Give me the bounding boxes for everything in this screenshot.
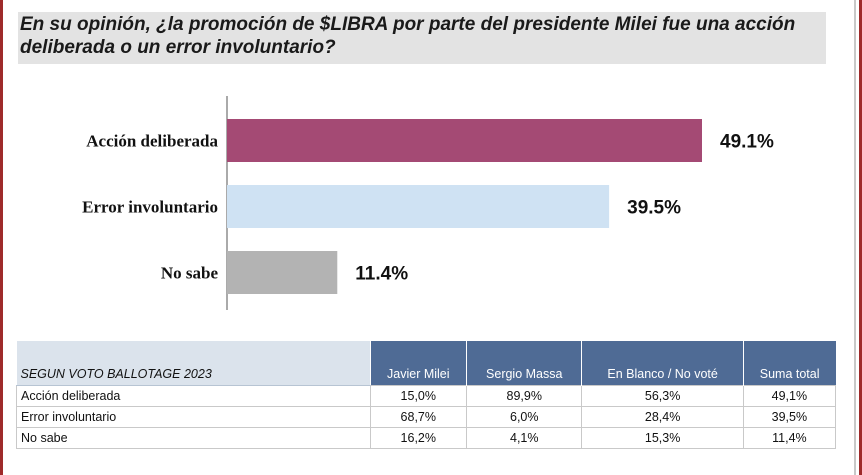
bar-2 [227,185,610,228]
table-section-label: SEGUN VOTO BALLOTAGE 2023 [16,341,370,386]
table-cell: 28,4% [581,406,744,428]
bar-1 [227,119,702,162]
table-row: Acción deliberada 15,0% 89,9% 56,3% 49,1… [16,385,837,407]
right-inner-border [854,0,856,475]
column-header: En Blanco / No voté [581,341,744,386]
row-label: Error involuntario [16,406,371,428]
category-label: No sabe [161,264,219,283]
value-label: 39.5% [627,198,681,219]
table-cell: 15,0% [369,385,468,407]
table-cell: 15,3% [581,427,744,449]
category-label: Error involuntario [82,198,218,217]
bar-chart: Acción deliberada 49.1% Error involuntario… [82,96,774,310]
table-cell: 68,7% [369,406,468,428]
question-title: En su opinión, ¿la promoción de $LIBRA p… [18,12,826,64]
table-cell: 56,3% [581,385,744,407]
row-label: No sabe [16,427,371,449]
table-header-row: SEGUN VOTO BALLOTAGE 2023 Javier Milei S… [16,341,836,386]
table-cell: 16,2% [369,427,468,449]
left-border [0,0,3,475]
table-row: Error involuntario 68,7% 6,0% 28,4% 39,5… [16,406,837,428]
vote-breakdown-table: SEGUN VOTO BALLOTAGE 2023 Javier Milei S… [16,341,837,449]
table-cell-total: 39,5% [742,406,837,428]
column-header: Suma total [742,341,836,386]
category-label: Acción deliberada [86,132,218,151]
table-cell-total: 49,1% [742,385,837,407]
value-label: 11.4% [355,264,408,285]
table-cell-total: 11,4% [742,427,837,449]
table-row: No sabe 16,2% 4,1% 15,3% 11,4% [16,427,837,449]
table-cell: 4,1% [466,427,583,449]
value-label: 49.1% [720,132,774,153]
right-border [859,0,862,475]
bar-3 [227,251,338,294]
column-header: Sergio Massa [466,341,582,386]
row-label: Acción deliberada [16,385,371,407]
table-cell: 89,9% [466,385,583,407]
table-cell: 6,0% [466,406,583,428]
column-header: Javier Milei [369,341,467,386]
